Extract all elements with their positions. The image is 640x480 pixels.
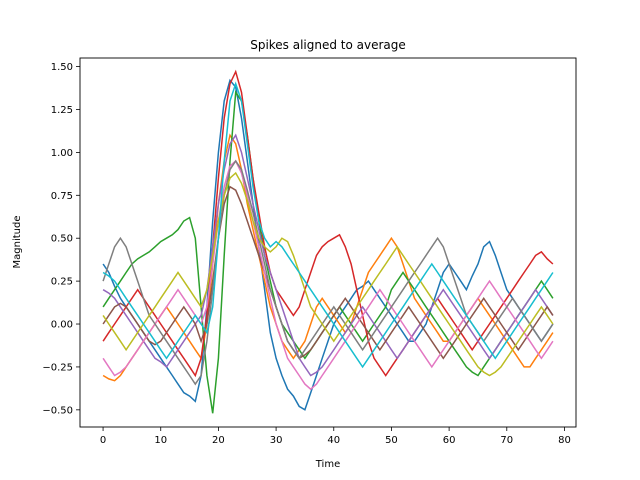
series-group bbox=[102, 69, 554, 414]
series-line-4 bbox=[102, 133, 554, 377]
x-tick-label: 70 bbox=[500, 435, 513, 446]
y-tick-label: 1.25 bbox=[51, 105, 73, 116]
series-line-9 bbox=[102, 81, 554, 369]
x-tick-label: 80 bbox=[558, 435, 571, 446]
y-tick-label: −0.50 bbox=[42, 405, 73, 416]
x-tick-label: 0 bbox=[100, 435, 106, 446]
y-axis: −0.50 −0.25 0.00 0.25 0.50 0.75 1.00 1.25 1.50 bbox=[42, 62, 80, 416]
x-tick-label: 20 bbox=[212, 435, 225, 446]
x-tick-label: 40 bbox=[327, 435, 340, 446]
series-line-5 bbox=[102, 185, 554, 360]
y-tick-label: 0.00 bbox=[51, 320, 73, 331]
series-line-8 bbox=[102, 171, 554, 377]
series-line-0 bbox=[102, 78, 554, 411]
x-tick-label: 50 bbox=[385, 435, 398, 446]
y-tick-label: 0.75 bbox=[51, 191, 73, 202]
x-tick-label: 10 bbox=[154, 435, 167, 446]
y-tick-label: −0.25 bbox=[42, 362, 73, 373]
x-tick-label: 30 bbox=[270, 435, 283, 446]
series-line-6 bbox=[102, 159, 554, 391]
y-axis-label: Magnitude bbox=[12, 216, 23, 269]
y-tick-label: 0.25 bbox=[51, 277, 73, 288]
x-tick-label: 60 bbox=[443, 435, 456, 446]
plot-frame bbox=[79, 57, 577, 428]
y-tick-label: 0.50 bbox=[51, 234, 73, 245]
y-tick-label: 1.00 bbox=[51, 148, 73, 159]
chart-title: Spikes aligned to average bbox=[250, 38, 406, 52]
y-tick-label: 1.50 bbox=[51, 62, 73, 73]
x-axis-label: Time bbox=[315, 459, 340, 470]
x-axis: 0 10 20 30 40 50 60 70 80 bbox=[100, 427, 571, 446]
